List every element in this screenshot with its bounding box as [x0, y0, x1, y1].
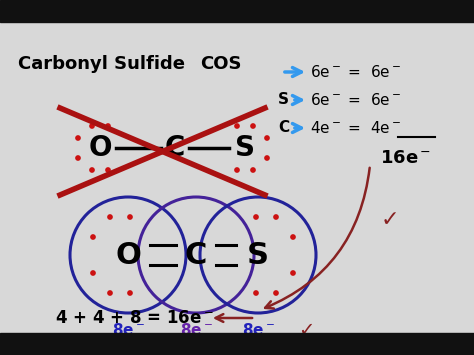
- Circle shape: [235, 124, 239, 128]
- Circle shape: [108, 215, 112, 219]
- Text: 4e$^-$ =  4e$^-$: 4e$^-$ = 4e$^-$: [310, 120, 401, 136]
- Circle shape: [76, 156, 80, 160]
- Circle shape: [274, 215, 278, 219]
- Circle shape: [108, 291, 112, 295]
- Circle shape: [265, 136, 269, 140]
- Circle shape: [90, 124, 94, 128]
- Text: 8e$^-$: 8e$^-$: [242, 322, 274, 338]
- Text: O: O: [115, 240, 141, 269]
- Text: 8e$^-$: 8e$^-$: [111, 322, 145, 338]
- Bar: [0, 333, 474, 355]
- Text: 6e$^-$ =  6e$^-$: 6e$^-$ = 6e$^-$: [310, 92, 401, 108]
- Text: Carbonyl Sulfide: Carbonyl Sulfide: [18, 55, 185, 73]
- Text: ✓: ✓: [298, 321, 314, 339]
- Circle shape: [251, 168, 255, 172]
- Circle shape: [91, 235, 95, 239]
- Text: C: C: [185, 240, 207, 269]
- Text: 16e$^-$: 16e$^-$: [380, 149, 431, 167]
- Circle shape: [106, 124, 110, 128]
- Text: S: S: [247, 240, 269, 269]
- Text: 8e$^-$: 8e$^-$: [180, 322, 212, 338]
- Text: O: O: [88, 134, 112, 162]
- Text: C: C: [278, 120, 289, 136]
- Text: 4 + 4 + 8 = 16e$^-$: 4 + 4 + 8 = 16e$^-$: [55, 309, 214, 327]
- Circle shape: [235, 168, 239, 172]
- Text: 6e$^-$ =  6e$^-$: 6e$^-$ = 6e$^-$: [310, 64, 401, 80]
- Circle shape: [90, 168, 94, 172]
- Circle shape: [106, 168, 110, 172]
- Circle shape: [251, 124, 255, 128]
- Circle shape: [254, 291, 258, 295]
- Text: S: S: [278, 93, 289, 108]
- Circle shape: [91, 271, 95, 275]
- Circle shape: [291, 271, 295, 275]
- Text: C: C: [165, 134, 185, 162]
- Text: S: S: [235, 134, 255, 162]
- Circle shape: [265, 156, 269, 160]
- Circle shape: [128, 291, 132, 295]
- Circle shape: [128, 215, 132, 219]
- Circle shape: [274, 291, 278, 295]
- Circle shape: [76, 136, 80, 140]
- FancyArrowPatch shape: [265, 168, 370, 308]
- Circle shape: [254, 215, 258, 219]
- Text: COS: COS: [200, 55, 241, 73]
- Bar: [0, 0, 474, 22]
- Text: ✓: ✓: [381, 210, 399, 230]
- Circle shape: [291, 235, 295, 239]
